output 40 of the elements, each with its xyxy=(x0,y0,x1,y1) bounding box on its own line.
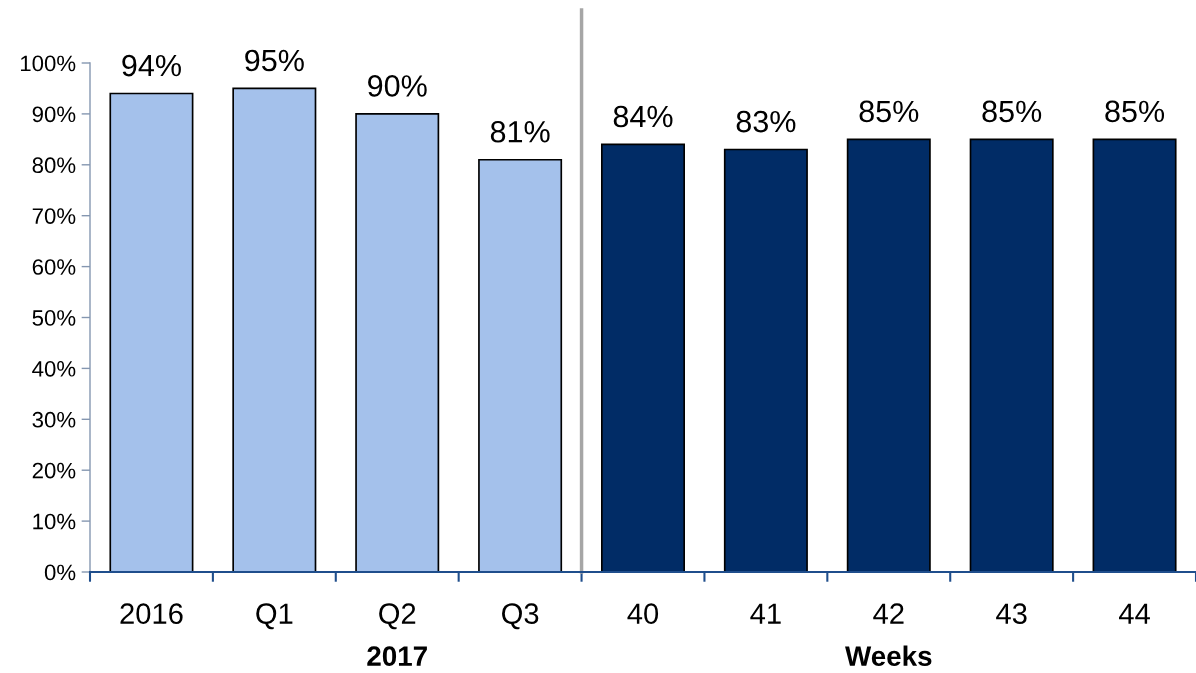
data-label: 81% xyxy=(490,120,550,143)
x-tick-label: 40 xyxy=(627,603,659,624)
y-tick-label: 60% xyxy=(32,259,76,275)
y-tick-label: 70% xyxy=(32,208,76,224)
bar xyxy=(109,92,194,572)
y-tick-label: 30% xyxy=(32,411,76,428)
bar xyxy=(355,113,440,572)
bar xyxy=(969,138,1054,572)
x-tick-label: Q3 xyxy=(502,603,539,630)
y-tick-label: 0% xyxy=(44,564,76,581)
data-label: 85% xyxy=(859,100,919,123)
y-tick-label: 50% xyxy=(32,310,76,326)
data-label: 83% xyxy=(736,110,796,133)
bar xyxy=(232,87,317,572)
y-tick-label: 100% xyxy=(20,55,76,72)
bar xyxy=(478,158,563,572)
x-tick-label: Q2 xyxy=(379,603,416,630)
bar xyxy=(723,148,808,572)
data-label: 84% xyxy=(613,105,673,128)
bar xyxy=(600,143,686,572)
x-tick-label: 41 xyxy=(750,603,781,624)
x-tick-label: 42 xyxy=(873,603,904,624)
y-tick-label: 10% xyxy=(33,513,76,530)
x-tick-label: Q1 xyxy=(256,603,293,630)
text: Weeks xyxy=(845,645,932,666)
y-tick-label: 40% xyxy=(32,360,76,377)
y-tick-label: 80% xyxy=(32,157,76,174)
bar xyxy=(846,138,931,572)
x-tick-label: 43 xyxy=(996,603,1027,624)
x-tick-label: 44 xyxy=(1119,603,1150,624)
y-tick-label: 20% xyxy=(32,462,76,479)
y-tick-label: 90% xyxy=(32,106,76,123)
text: 2017 xyxy=(367,646,427,666)
data-label: 90% xyxy=(368,75,427,97)
data-label: 85% xyxy=(982,100,1042,123)
data-label: 95% xyxy=(245,49,304,72)
data-label: 85% xyxy=(1105,100,1165,123)
data-label: 94% xyxy=(122,54,181,77)
x-tick-label: 2016 xyxy=(120,603,183,624)
bar xyxy=(1092,138,1177,572)
